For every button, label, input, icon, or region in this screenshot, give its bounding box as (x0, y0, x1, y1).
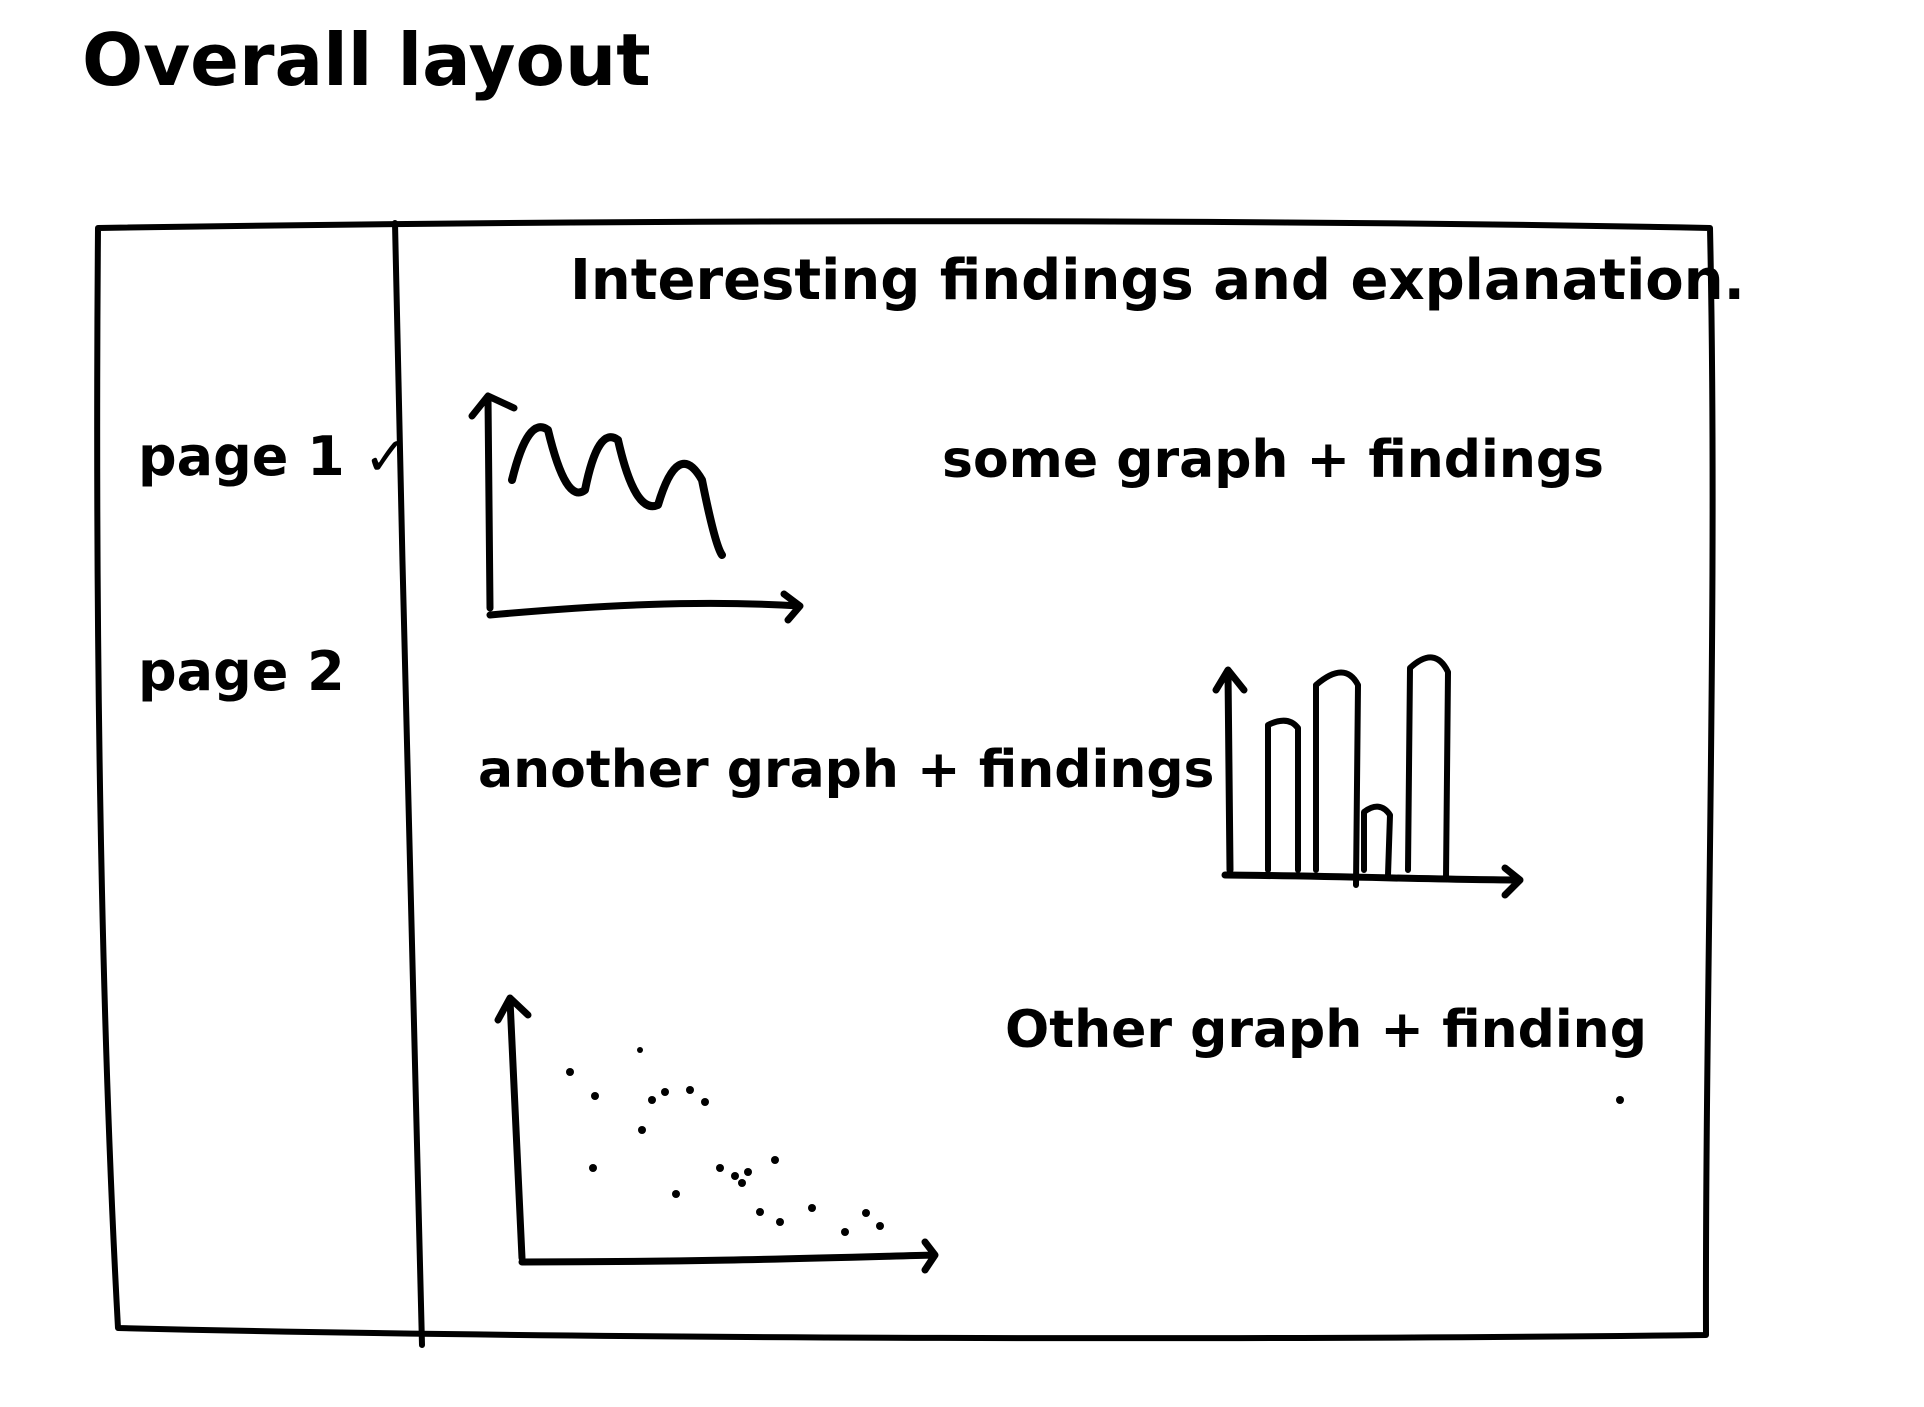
scatter-point (862, 1209, 870, 1217)
scatter-points (566, 1047, 1624, 1236)
scatter-point (672, 1190, 680, 1198)
sidebar-item-page-1[interactable]: page 1 ✓ (138, 425, 409, 488)
scatter-point (771, 1156, 779, 1164)
scatter-point (756, 1208, 764, 1216)
scatter-point (566, 1068, 574, 1076)
scatter-point (744, 1168, 752, 1176)
bar-chart-caption: another graph + findings (478, 740, 1215, 800)
scatter-point (638, 1126, 646, 1134)
scatter-point (731, 1172, 739, 1180)
line-chart-x-axis (486, 590, 804, 624)
scatter-point (876, 1222, 884, 1230)
scatter-point (701, 1098, 709, 1106)
sidebar-divider (392, 220, 425, 1348)
line-chart-sketch (468, 392, 804, 624)
bar-chart-x-axis (1221, 864, 1524, 899)
line-chart-line (508, 423, 726, 559)
scatter-sketch (494, 994, 939, 1274)
scatter-point (637, 1047, 643, 1053)
sidebar-item-label: page 1 (138, 425, 345, 488)
bar-chart-y-axis (1212, 666, 1248, 874)
scatter-x-axis (518, 1238, 939, 1274)
sidebar-item-page-2[interactable]: page 2 (138, 640, 345, 703)
scatter-point (1616, 1096, 1624, 1104)
line-chart-caption: some graph + findings (942, 430, 1605, 490)
bar-2 (1313, 669, 1361, 888)
checkmark-icon: ✓ (363, 425, 409, 488)
scatter-point (716, 1164, 724, 1172)
line-chart-y-axis (468, 392, 518, 612)
scatter-point (686, 1086, 694, 1094)
scatter-point (841, 1228, 849, 1236)
scatter-caption: Other graph + finding (1005, 1000, 1647, 1060)
scatter-point (589, 1164, 597, 1172)
scatter-y-axis (494, 994, 532, 1262)
scatter-point (661, 1088, 669, 1096)
scatter-point (808, 1204, 816, 1212)
scatter-point (738, 1179, 746, 1187)
bar-4 (1405, 654, 1451, 881)
outer-frame (94, 218, 1716, 1342)
page-title: Overall layout (82, 18, 651, 102)
sidebar-item-label: page 2 (138, 640, 345, 703)
bar-3 (1361, 803, 1393, 878)
bar-chart-sketch (1212, 654, 1524, 899)
scatter-point (648, 1096, 656, 1104)
scatter-point (591, 1092, 599, 1100)
scatter-point (776, 1218, 784, 1226)
bar-1 (1265, 717, 1301, 873)
main-heading: Interesting findings and explanation. (570, 248, 1745, 313)
